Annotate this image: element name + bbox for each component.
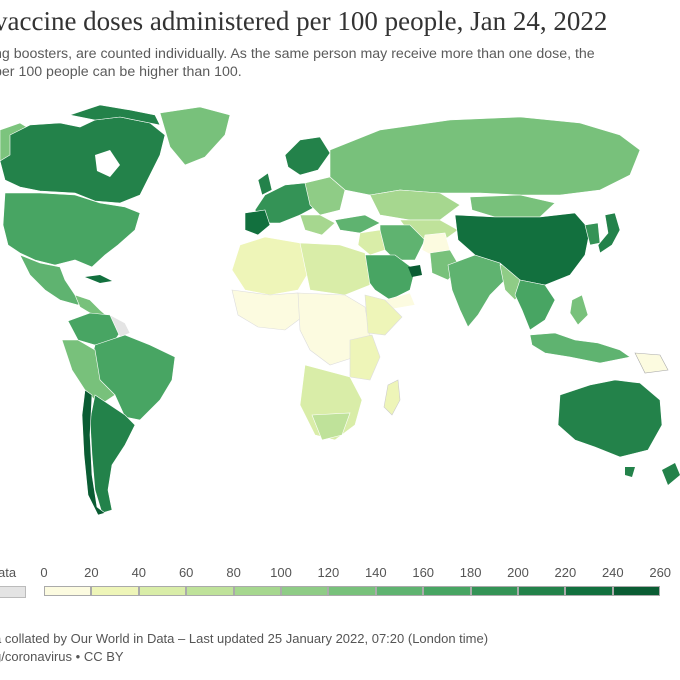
region-hudson-bay[interactable] (95, 150, 120, 177)
region-cuba[interactable] (85, 275, 112, 283)
region-iberia[interactable] (244, 209, 271, 236)
footer-license: g/coronavirus • CC BY (0, 649, 124, 664)
region-uk[interactable] (257, 172, 273, 196)
region-chile[interactable] (81, 389, 106, 516)
region-canada-islands[interactable] (68, 104, 161, 126)
map-title: vaccine doses administered per 100 peopl… (0, 6, 608, 36)
legend-tick-label: 220 (554, 565, 577, 580)
region-india[interactable] (447, 254, 506, 328)
legend-swatch[interactable] (375, 586, 424, 596)
legend-swatch[interactable] (612, 586, 661, 596)
legend-swatch[interactable] (91, 586, 139, 596)
region-west-africa[interactable] (231, 289, 306, 331)
region-usa[interactable] (2, 192, 141, 268)
footer-source: a collated by Our World in Data – Last u… (0, 631, 489, 646)
region-south-africa[interactable] (311, 412, 351, 441)
region-papua[interactable] (634, 352, 669, 374)
legend-tick-label: 160 (412, 565, 435, 580)
region-japan[interactable] (597, 212, 621, 254)
region-australia[interactable] (557, 379, 663, 458)
region-kazakhstan[interactable] (369, 189, 461, 221)
no-data-swatch (0, 586, 26, 598)
region-mongolia[interactable] (469, 194, 556, 218)
legend-tick-label: 60 (178, 565, 194, 580)
region-madagascar[interactable] (383, 379, 401, 416)
map-footer: a collated by Our World in Data – Last u… (0, 630, 488, 666)
legend-tick-label: 260 (649, 565, 672, 580)
legend-swatch[interactable] (44, 586, 92, 596)
legend-tick-label: 100 (270, 565, 292, 580)
world-map[interactable] (0, 95, 680, 535)
legend-swatch[interactable] (233, 586, 281, 596)
legend-tick-label: 80 (226, 565, 241, 580)
legend-swatch[interactable] (186, 586, 234, 596)
legend-swatch[interactable] (518, 586, 566, 596)
region-scandinavia[interactable] (284, 136, 331, 176)
region-canada[interactable] (0, 116, 166, 204)
region-horn-of-africa[interactable] (364, 294, 403, 336)
region-north-africa-east[interactable] (299, 242, 371, 296)
region-russia[interactable] (329, 116, 641, 196)
legend-tick-label: 240 (601, 565, 624, 580)
region-north-africa-west[interactable] (231, 236, 311, 296)
legend-swatch[interactable] (281, 586, 329, 596)
region-greenland[interactable] (159, 106, 231, 166)
subtitle-line-2: per 100 people can be higher than 100. (0, 64, 242, 80)
region-turkey[interactable] (334, 214, 381, 234)
color-legend: ata 0 20 40 60 80 100 120 140 160 180 200 220 240 260 (0, 565, 680, 605)
map-subtitle: ng boosters, are counted individually. A… (0, 45, 680, 81)
legend-swatch[interactable] (565, 586, 613, 596)
region-uae[interactable] (408, 265, 422, 277)
legend-swatch[interactable] (423, 586, 471, 596)
region-indonesia[interactable] (529, 332, 631, 364)
legend-swatch[interactable] (328, 586, 376, 596)
legend-tick-label: 140 (364, 565, 387, 580)
region-china[interactable] (454, 212, 591, 286)
legend-swatch[interactable] (138, 586, 187, 596)
subtitle-line-1: ng boosters, are counted individually. A… (0, 46, 595, 62)
region-southeast-asia[interactable] (514, 279, 556, 331)
legend-tick-label: 180 (459, 565, 482, 580)
region-philippines[interactable] (569, 294, 589, 326)
no-data-label: ata (0, 565, 17, 580)
region-peru-bolivia[interactable] (61, 339, 116, 406)
legend-tick-label: 20 (84, 565, 99, 580)
region-east-africa[interactable] (349, 334, 381, 381)
region-tasmania[interactable] (625, 467, 635, 477)
region-balkans[interactable] (299, 214, 336, 236)
legend-tick-label: 0 (40, 565, 48, 580)
legend-tick-label: 40 (131, 565, 147, 580)
region-argentina[interactable] (89, 394, 136, 514)
region-new-zealand[interactable] (662, 463, 680, 485)
legend-swatch[interactable] (470, 586, 518, 596)
region-iraq-syria[interactable] (357, 229, 386, 256)
legend-tick-label: 120 (317, 565, 340, 580)
legend-tick-label: 200 (507, 565, 529, 580)
region-guianas[interactable] (109, 314, 131, 338)
region-saudi-arabia[interactable] (361, 254, 416, 301)
